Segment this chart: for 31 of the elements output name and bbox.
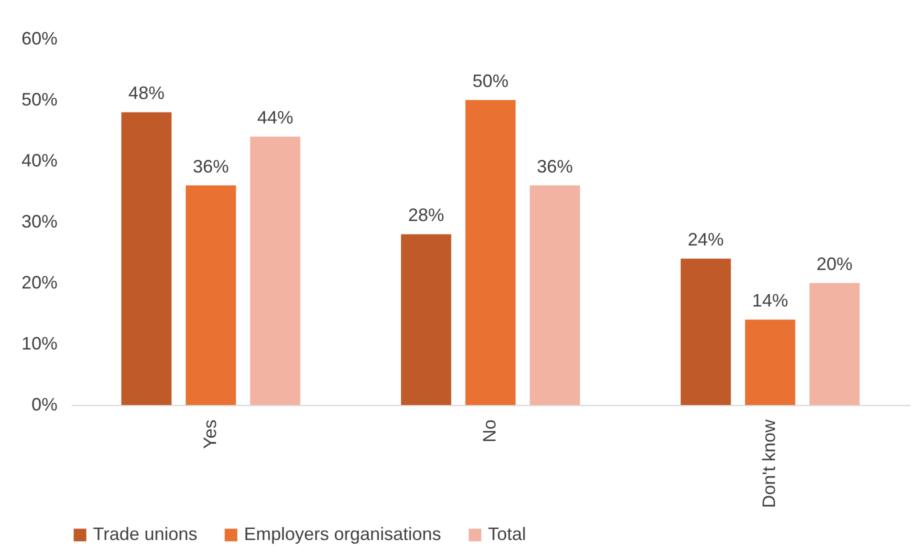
data-label: 24% [688, 230, 724, 250]
y-tick-label: 60% [21, 28, 58, 48]
data-label: 14% [752, 290, 788, 311]
y-tick-label: 40% [21, 150, 58, 170]
x-tick-label: Yes [200, 420, 220, 449]
data-label: 28% [408, 205, 444, 226]
data-label: 48% [128, 83, 164, 104]
y-tick-label: 30% [21, 212, 58, 232]
y-tick-label: 50% [21, 90, 58, 110]
bar [186, 185, 236, 405]
data-label: 44% [257, 108, 294, 128]
bar [809, 283, 860, 405]
x-tick-label: No [480, 420, 500, 443]
bar [250, 136, 300, 405]
bar [680, 258, 731, 405]
data-label: 36% [536, 156, 573, 176]
bar [745, 320, 796, 405]
legend-label: Employers organisations [244, 524, 442, 544]
bar [465, 100, 516, 405]
y-tick-label: 10% [21, 334, 58, 354]
data-label: 20% [816, 254, 853, 274]
y-tick-label: 20% [21, 272, 58, 292]
y-tick-label: 0% [31, 394, 58, 414]
data-label: 50% [472, 71, 509, 91]
legend-label: Total [488, 524, 526, 544]
data-label: 36% [192, 156, 229, 176]
x-tick-label: Don't know [759, 418, 780, 508]
bar [530, 185, 580, 405]
legend-label: Trade unions [93, 524, 198, 544]
bar [121, 112, 172, 405]
bar [401, 234, 452, 405]
